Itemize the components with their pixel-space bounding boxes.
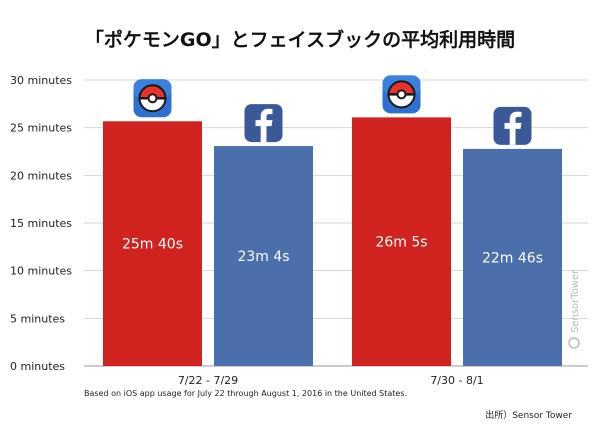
pokeball-app-icon [382, 75, 421, 114]
sensor-tower-watermark: SensorTower [568, 269, 581, 349]
y-tick-label: 0 minutes [10, 360, 65, 373]
pokeball-app-icon [133, 79, 172, 118]
data-labels: 25m 40s 23m 4s 26m 5s 22m 46s [122, 235, 543, 267]
facebook-app-icon [244, 104, 283, 143]
y-tick-label: 10 minutes [10, 265, 72, 278]
bar-value-label: 22m 46s [482, 250, 543, 266]
x-category-label: 7/22 - 7/29 [178, 374, 238, 387]
bar-value-label: 26m 5s [375, 235, 427, 251]
y-tick-label: 25 minutes [10, 122, 72, 135]
x-category-label: 7/30 - 8/1 [430, 374, 483, 387]
y-tick-label: 20 minutes [10, 169, 72, 182]
y-tick-label: 15 minutes [10, 217, 72, 230]
x-axis-categories: 7/22 - 7/29 7/30 - 8/1 [178, 374, 484, 387]
facebook-app-icon [493, 106, 532, 145]
footnote: Based on iOS app usage for July 22 throu… [84, 389, 407, 398]
bars [103, 117, 562, 367]
bar-value-label: 23m 4s [237, 249, 289, 265]
pokemon-go-bar [352, 117, 451, 366]
chart-title: 「ポケモンGO」とフェイスブックの平均利用時間 [85, 28, 515, 51]
app-icons [133, 75, 532, 145]
watermark-text: SensorTower [570, 269, 581, 333]
y-tick-label: 30 minutes [10, 74, 72, 87]
pokemon-go-bar [103, 121, 202, 367]
facebook-bar [463, 148, 562, 366]
sensor-tower-logo-icon [568, 337, 580, 349]
y-tick-label: 5 minutes [10, 312, 65, 325]
source-credit: 出所）Sensor Tower [485, 409, 572, 421]
facebook-bar [214, 146, 313, 366]
y-axis-ticks: 0 minutes 5 minutes 10 minutes 15 minutes 20… [10, 74, 72, 373]
bar-value-label: 25m 40s [122, 237, 183, 253]
